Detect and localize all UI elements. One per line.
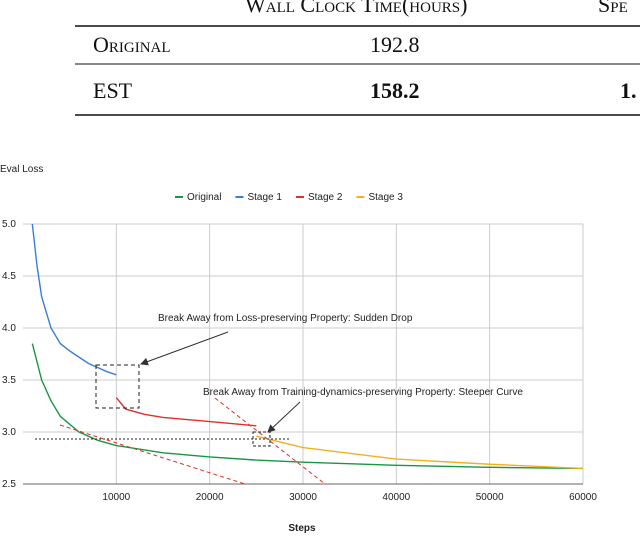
- annotation: Break Away from Loss-preserving Property…: [158, 313, 413, 324]
- table-cell: Original: [93, 32, 171, 57]
- table-header: Wall Clock Time(hours): [245, 0, 467, 17]
- x-tick-label: 60000: [569, 492, 597, 503]
- series-line: [31, 223, 117, 376]
- series-line: [115, 397, 257, 427]
- annotation: Break Away from Training-dynamics-preser…: [203, 387, 523, 398]
- tangent-line: [214, 397, 326, 485]
- x-tick-label: 30000: [289, 492, 317, 503]
- legend-label: Stage 1: [247, 192, 282, 203]
- y-tick-label: 4.5: [2, 271, 16, 282]
- series-line: [31, 343, 584, 470]
- tangent-line: [59, 424, 246, 485]
- legend-label: Stage 2: [308, 192, 343, 203]
- arrow: [140, 331, 229, 366]
- y-tick-label: 5.0: [2, 219, 16, 230]
- x-axis-label: Steps: [288, 523, 316, 534]
- arrow: [267, 401, 301, 433]
- series-line: [256, 435, 584, 470]
- table-header: Spe: [598, 0, 628, 17]
- chart-title: Eval Loss: [0, 164, 43, 175]
- y-tick-label: 2.5: [2, 479, 16, 490]
- highlight-box: [95, 364, 140, 409]
- table-cell: EST: [93, 78, 133, 103]
- y-tick-label: 3.0: [2, 427, 16, 438]
- table-cell: 192.8: [370, 32, 420, 57]
- legend-label: Stage 3: [368, 192, 403, 203]
- x-tick-label: 50000: [476, 492, 504, 503]
- x-tick-label: 40000: [382, 492, 410, 503]
- table-cell: 158.2: [370, 78, 420, 103]
- x-tick-label: 20000: [196, 492, 224, 503]
- plot: 2.5 3.0 3.5 4.0 4.5 5.0 10000 20000 30000 40000 50…: [2, 192, 597, 503]
- legend-label: Original: [187, 192, 221, 203]
- x-tick-label: 10000: [102, 492, 130, 503]
- table-cell: 1.: [620, 78, 637, 103]
- y-tick-label: 4.0: [2, 323, 16, 334]
- y-tick-label: 3.5: [2, 375, 16, 386]
